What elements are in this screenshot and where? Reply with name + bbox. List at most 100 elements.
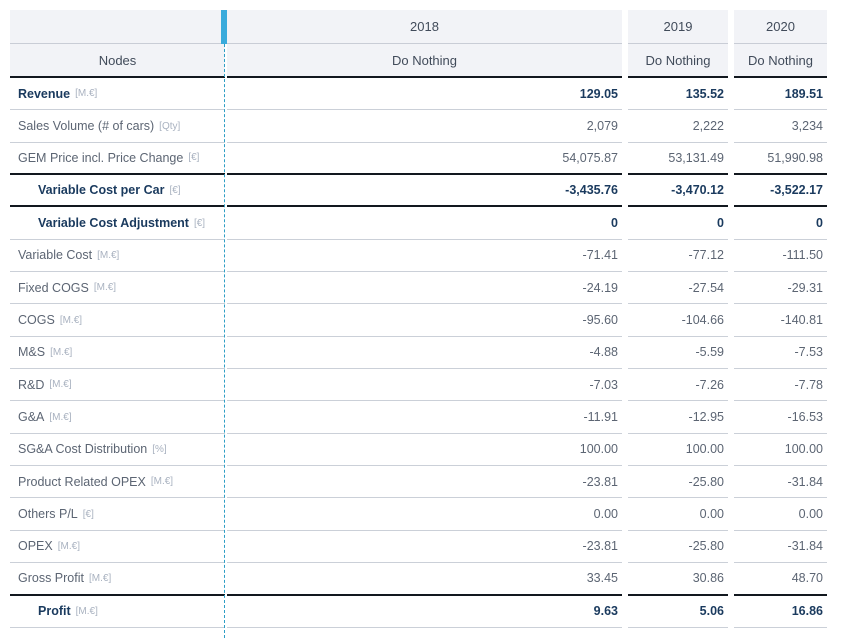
table-row[interactable]: Variable Cost [M.€] -71.41 -77.12 -111.5… [10, 240, 827, 273]
year-header-2018[interactable]: 2018 [227, 10, 622, 44]
value-cell-2019[interactable]: 135.52 [628, 78, 728, 111]
node-label-cell[interactable]: M&S [M.€] [10, 337, 225, 370]
node-label-cell[interactable]: Product Related OPEX [M.€] [10, 466, 225, 499]
value-cell-2020[interactable]: 16.86 [734, 596, 827, 628]
value-cell-2018[interactable]: 0 [227, 207, 622, 240]
value-cell-2020[interactable]: 51,990.98 [734, 143, 827, 176]
value-cell-2020[interactable]: 3,234 [734, 110, 827, 143]
node-label-cell[interactable]: Variable Cost per Car [€] [10, 175, 225, 208]
scenario-header-2018[interactable]: Do Nothing [227, 44, 622, 78]
table-row[interactable]: Variable Cost per Car [€] -3,435.76 -3,4… [10, 175, 827, 208]
table-row[interactable]: Others P/L [€] 0.00 0.00 0.00 [10, 498, 827, 531]
value-cell-2019[interactable]: 100.00 [628, 434, 728, 467]
value-cell-2019[interactable]: -27.54 [628, 272, 728, 305]
value-cell-2018[interactable]: 100.00 [227, 434, 622, 467]
value-cell-2020[interactable]: -31.84 [734, 466, 827, 499]
value-cell-2018[interactable]: 129.05 [227, 78, 622, 111]
table-row[interactable]: R&D [M.€] -7.03 -7.26 -7.78 [10, 369, 827, 402]
value-cell-2019[interactable]: -7.26 [628, 369, 728, 402]
column-divider-dashed-line [224, 44, 225, 638]
value-cell-2020[interactable]: 100.00 [734, 434, 827, 467]
table-row[interactable]: Variable Cost Adjustment [€] 0 0 0 [10, 207, 827, 240]
value-cell-2020[interactable]: -31.84 [734, 531, 827, 564]
year-header-2019[interactable]: 2019 [628, 10, 728, 44]
value-cell-2018[interactable]: -7.03 [227, 369, 622, 402]
value-cell-2018[interactable]: 0.00 [227, 498, 622, 531]
value-cell-2019[interactable]: -5.59 [628, 337, 728, 370]
value-cell-2018[interactable]: -95.60 [227, 304, 622, 337]
value-cell-2018[interactable]: -23.81 [227, 531, 622, 564]
value-cell-2020[interactable]: -16.53 [734, 401, 827, 434]
value-cell-2020[interactable]: 0 [734, 207, 827, 240]
node-label-cell[interactable]: Variable Cost Adjustment [€] [10, 207, 225, 240]
value-cell-2019[interactable]: 0.00 [628, 498, 728, 531]
node-label-cell[interactable]: Others P/L [€] [10, 498, 225, 531]
scenario-header-2019[interactable]: Do Nothing [628, 44, 728, 78]
node-label-cell[interactable]: GEM Price incl. Price Change [€] [10, 143, 225, 176]
table-row[interactable]: M&S [M.€] -4.88 -5.59 -7.53 [10, 337, 827, 370]
value-cell-2019[interactable]: 53,131.49 [628, 143, 728, 176]
value-cell-2019[interactable]: 30.86 [628, 563, 728, 596]
table-row[interactable]: OPEX [M.€] -23.81 -25.80 -31.84 [10, 531, 827, 564]
table-row[interactable]: COGS [M.€] -95.60 -104.66 -140.81 [10, 304, 827, 337]
table-row[interactable]: Sales Volume (# of cars) [Qty] 2,079 2,2… [10, 110, 827, 143]
value-cell-2018[interactable]: -23.81 [227, 466, 622, 499]
value-cell-2020[interactable]: 189.51 [734, 78, 827, 111]
value-cell-2020[interactable]: -140.81 [734, 304, 827, 337]
value-cell-2020[interactable]: 0.00 [734, 498, 827, 531]
node-label-cell[interactable]: Profit [M.€] [10, 596, 225, 628]
value-cell-2018[interactable]: 54,075.87 [227, 143, 622, 176]
value-cell-2020[interactable]: -29.31 [734, 272, 827, 305]
table-row[interactable]: Profit [M.€] 9.63 5.06 16.86 [10, 596, 827, 628]
node-label-cell[interactable]: Revenue [M.€] [10, 78, 225, 111]
value-cell-2018[interactable]: -71.41 [227, 240, 622, 273]
value-cell-2020[interactable]: -7.78 [734, 369, 827, 402]
node-unit: [€] [188, 152, 200, 164]
value-cell-2020[interactable]: -111.50 [734, 240, 827, 273]
value-cell-2019[interactable]: -77.12 [628, 240, 728, 273]
node-label: SG&A Cost Distribution [18, 442, 148, 457]
year-header-2020[interactable]: 2020 [734, 10, 827, 44]
value-cell-2018[interactable]: -24.19 [227, 272, 622, 305]
value-cell-2018[interactable]: 9.63 [227, 596, 622, 628]
node-unit: [M.€] [93, 282, 117, 294]
value-cell-2019[interactable]: 0 [628, 207, 728, 240]
node-label-cell[interactable]: SG&A Cost Distribution [%] [10, 434, 225, 467]
node-label-cell[interactable]: COGS [M.€] [10, 304, 225, 337]
node-label-cell[interactable]: Gross Profit [M.€] [10, 563, 225, 596]
node-label: GEM Price incl. Price Change [18, 150, 184, 165]
value-cell-2019[interactable]: 2,222 [628, 110, 728, 143]
node-unit: [M.€] [59, 314, 83, 326]
table-row[interactable]: Fixed COGS [M.€] -24.19 -27.54 -29.31 [10, 272, 827, 305]
node-label-cell[interactable]: Variable Cost [M.€] [10, 240, 225, 273]
value-cell-2019[interactable]: -12.95 [628, 401, 728, 434]
node-label-cell[interactable]: G&A [M.€] [10, 401, 225, 434]
value-cell-2020[interactable]: -3,522.17 [734, 175, 827, 208]
value-cell-2018[interactable]: -4.88 [227, 337, 622, 370]
value-cell-2018[interactable]: 33.45 [227, 563, 622, 596]
value-cell-2020[interactable]: -7.53 [734, 337, 827, 370]
node-label: Others P/L [18, 507, 78, 522]
value-cell-2019[interactable]: -25.80 [628, 466, 728, 499]
node-label-cell[interactable]: Fixed COGS [M.€] [10, 272, 225, 305]
table-row[interactable]: Gross Profit [M.€] 33.45 30.86 48.70 [10, 563, 827, 596]
node-unit: [Qty] [159, 120, 181, 132]
table-row[interactable]: Product Related OPEX [M.€] -23.81 -25.80… [10, 466, 827, 499]
value-cell-2019[interactable]: -25.80 [628, 531, 728, 564]
value-cell-2019[interactable]: -104.66 [628, 304, 728, 337]
table-row[interactable]: GEM Price incl. Price Change [€] 54,075.… [10, 143, 827, 176]
value-cell-2018[interactable]: -11.91 [227, 401, 622, 434]
table-row[interactable]: G&A [M.€] -11.91 -12.95 -16.53 [10, 401, 827, 434]
table-row[interactable]: SG&A Cost Distribution [%] 100.00 100.00… [10, 434, 827, 467]
value-cell-2020[interactable]: 48.70 [734, 563, 827, 596]
value-cell-2018[interactable]: -3,435.76 [227, 175, 622, 208]
node-label-cell[interactable]: OPEX [M.€] [10, 531, 225, 564]
node-label-cell[interactable]: R&D [M.€] [10, 369, 225, 402]
table-row[interactable]: Revenue [M.€] 129.05 135.52 189.51 [10, 78, 827, 111]
node-label-cell[interactable]: Sales Volume (# of cars) [Qty] [10, 110, 225, 143]
value-cell-2019[interactable]: 5.06 [628, 596, 728, 628]
scenario-header-2020[interactable]: Do Nothing [734, 44, 827, 78]
value-cell-2018[interactable]: 2,079 [227, 110, 622, 143]
node-label: Profit [38, 604, 71, 619]
value-cell-2019[interactable]: -3,470.12 [628, 175, 728, 208]
